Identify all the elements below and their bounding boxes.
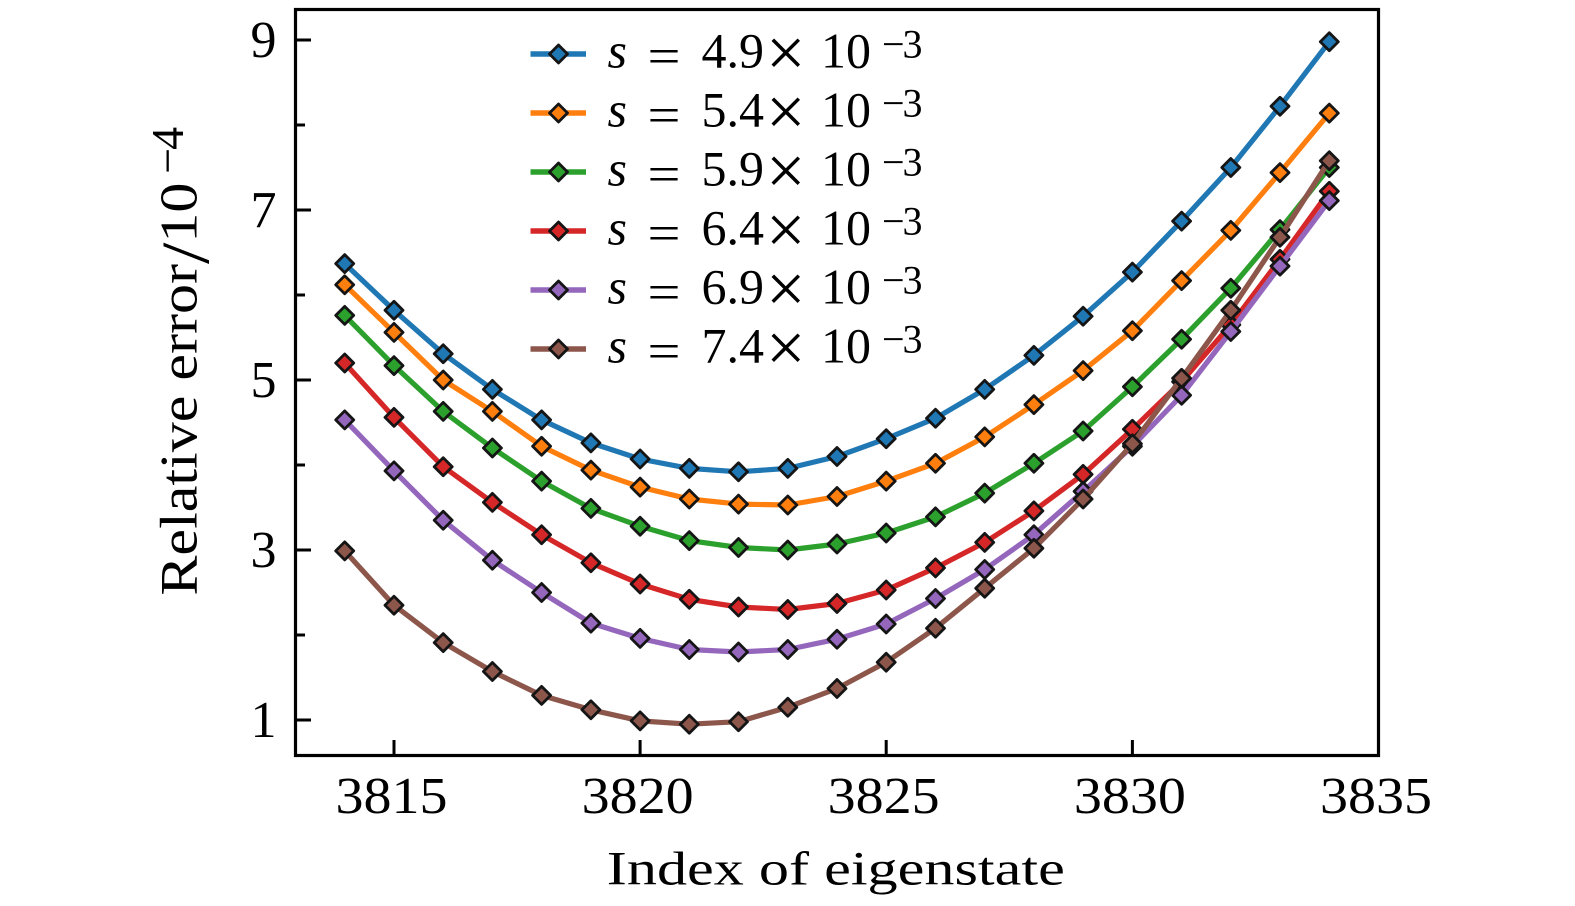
svg-text:1: 1 <box>251 692 277 749</box>
svg-text:Index of eigenstate: Index of eigenstate <box>607 843 1065 896</box>
svg-text:3825: 3825 <box>828 768 940 825</box>
svg-text:s=5.4×10−3: s = 5.4× 10 −3 <box>608 74 922 151</box>
svg-text:3835: 3835 <box>1320 768 1432 825</box>
svg-text:7: 7 <box>251 182 277 239</box>
svg-text:Relative error/10: Relative error/10 <box>148 183 224 596</box>
svg-text:3: 3 <box>251 522 277 579</box>
svg-text:3815: 3815 <box>336 768 448 825</box>
svg-text:s=5.9×10−3: s = 5.9× 10 −3 <box>608 133 922 210</box>
svg-text:s=6.9×10−3: s = 6.9× 10 −3 <box>608 251 922 328</box>
svg-text:5: 5 <box>251 352 277 409</box>
svg-text:s=4.9×10−3: s = 4.9× 10 −3 <box>608 15 922 92</box>
svg-text:3830: 3830 <box>1074 768 1186 825</box>
svg-text:3820: 3820 <box>582 768 694 825</box>
svg-text:9: 9 <box>251 12 277 69</box>
svg-text:−4: −4 <box>142 127 193 174</box>
svg-text:s=7.4×10−3: s = 7.4× 10 −3 <box>608 310 922 387</box>
svg-text:s=6.4×10−3: s = 6.4× 10 −3 <box>608 192 922 269</box>
